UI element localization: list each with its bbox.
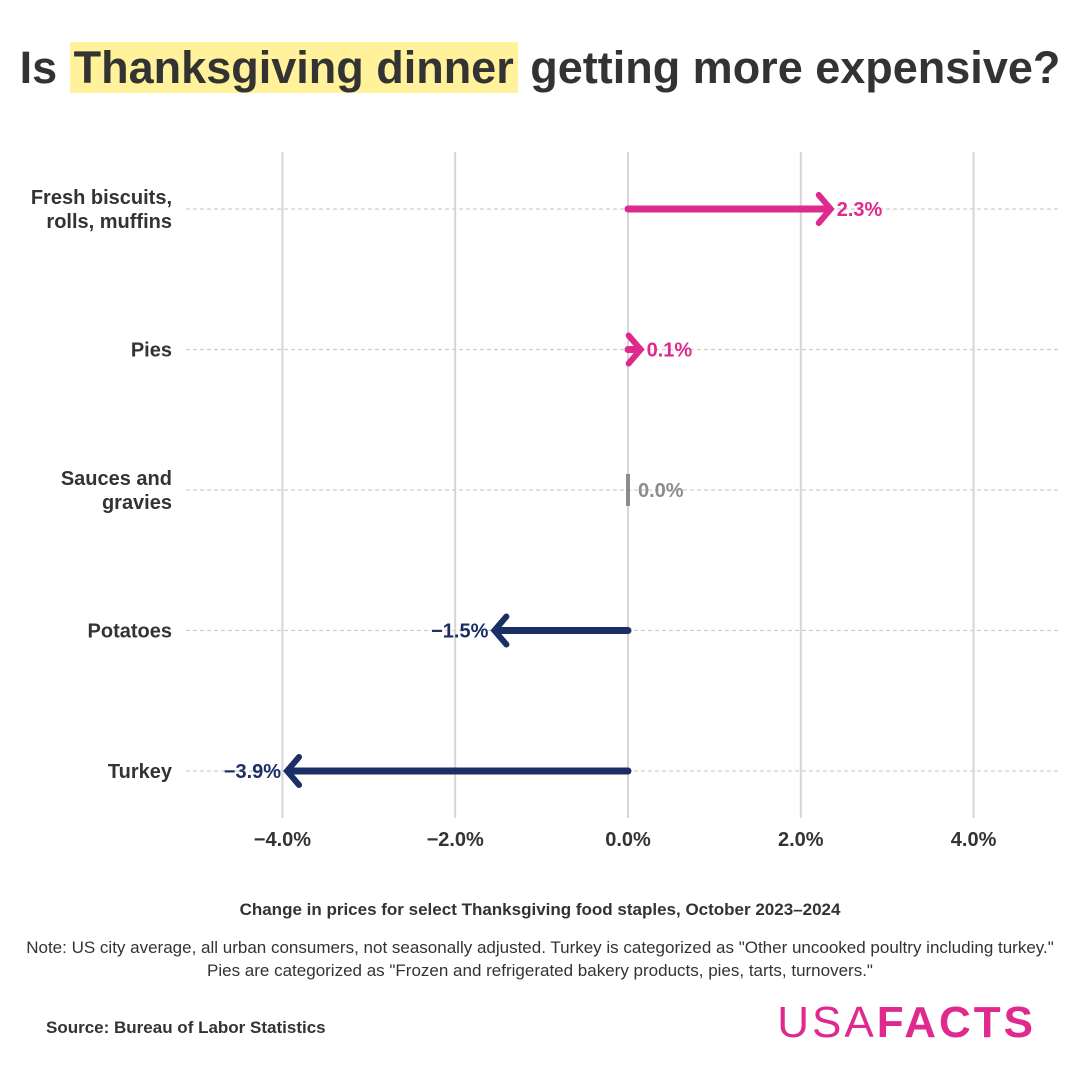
category-label-line: rolls, muffins	[46, 211, 172, 233]
x-tick-label: −2.0%	[427, 829, 484, 851]
category-label: Turkey	[108, 761, 173, 783]
arrow-head	[815, 192, 835, 226]
category-label: Potatoes	[88, 621, 172, 643]
arrow-chart: −4.0% −2.0% 0.0% 2.0% 4.0% Fresh biscuits, rol…	[31, 152, 1060, 851]
category-label-line: Fresh biscuits,	[31, 187, 172, 209]
x-tick-label: 2.0%	[778, 829, 824, 851]
category-label-line: Sauces and	[61, 468, 172, 490]
category-label-line: gravies	[102, 492, 172, 514]
category-label-line: Pies	[131, 340, 172, 362]
title-highlight: Thanksgiving dinner	[69, 42, 518, 93]
x-tick-label: −4.0%	[254, 829, 311, 851]
arrow-head	[625, 332, 645, 367]
value-label: 0.0%	[638, 480, 684, 502]
logo-usa: USA	[777, 998, 877, 1047]
value-label: −1.5%	[431, 621, 488, 643]
category-label-line: Turkey	[108, 761, 173, 783]
value-label: 2.3%	[837, 199, 883, 221]
source-credit: Source: Bureau of Labor Statistics	[46, 1018, 326, 1037]
usafacts-logo: USAFACTS	[777, 998, 1036, 1048]
value-label: 0.1%	[647, 340, 693, 362]
category-label-line: Potatoes	[88, 621, 172, 643]
chart-note: Note: US city average, all urban consume…	[26, 938, 1054, 980]
x-tick-label: 4.0%	[951, 829, 997, 851]
logo-facts: FACTS	[876, 998, 1036, 1047]
chart-subtitle: Change in prices for select Thanksgiving…	[239, 900, 841, 919]
chart-title: Is Thanksgiving dinner getting more expe…	[0, 42, 1080, 94]
arrow-head	[283, 754, 303, 788]
category-label: Pies	[131, 340, 172, 362]
arrow-head	[490, 613, 510, 648]
category-label: Fresh biscuits, rolls, muffins	[31, 187, 172, 233]
title-suffix: getting more expensive?	[517, 42, 1061, 93]
title-prefix: Is	[19, 42, 70, 93]
x-tick-label: 0.0%	[605, 829, 651, 851]
value-label: −3.9%	[224, 761, 281, 783]
category-label: Sauces and gravies	[61, 468, 172, 514]
